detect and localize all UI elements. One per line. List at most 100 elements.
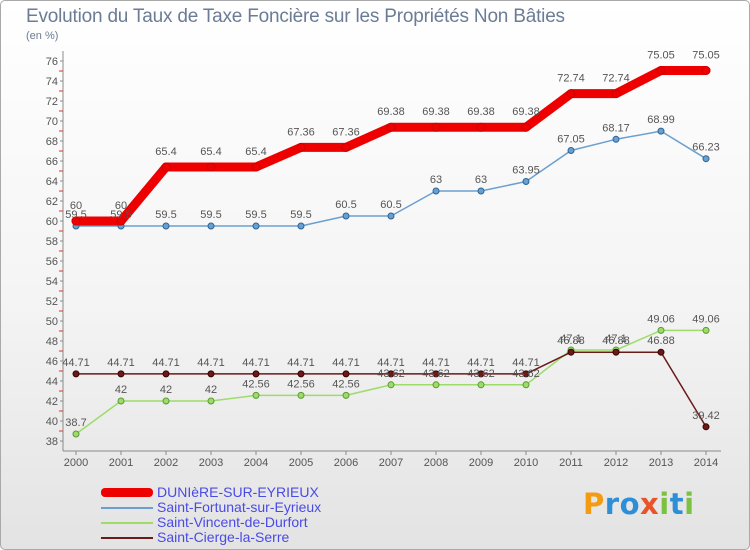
y-tick-label: 48 <box>46 336 58 348</box>
data-label: 42.56 <box>242 378 270 390</box>
data-point <box>612 135 620 143</box>
y-tick-label: 50 <box>46 316 58 328</box>
data-point <box>117 370 125 378</box>
data-label: 49.06 <box>647 313 675 325</box>
legend: DUNIèRE-SUR-EYRIEUX Saint-Fortunat-sur-E… <box>101 484 401 545</box>
data-point <box>702 155 710 163</box>
data-label: 47.1 <box>605 333 626 345</box>
data-label: 60.5 <box>380 199 401 211</box>
data-label: 60 <box>70 200 82 212</box>
y-tick-label: 68 <box>46 136 58 148</box>
chart-title: Evolution du Taux de Taxe Foncière sur l… <box>26 6 565 27</box>
data-label: 72.74 <box>602 73 630 85</box>
data-label: 59.5 <box>290 209 311 221</box>
y-tick-label: 46 <box>46 356 58 368</box>
y-tick-label: 72 <box>46 96 58 108</box>
data-label: 43.62 <box>422 368 450 380</box>
x-tick-label: 2005 <box>289 457 313 469</box>
logo-letter: t <box>669 487 685 521</box>
y-tick-label: 52 <box>46 296 58 308</box>
data-label: 39.42 <box>692 410 720 422</box>
data-point <box>477 370 485 378</box>
data-labels-saint-cierge: 44.71 44.71 44.71 44.71 44.71 44.71 44.71 44.71… <box>62 335 720 422</box>
data-label: 42 <box>115 384 127 396</box>
data-point <box>521 122 531 132</box>
logo-letter: x <box>640 487 660 521</box>
data-point <box>207 370 215 378</box>
data-point <box>252 391 260 399</box>
legend-item-saint-vincent: Saint-Vincent-de-Durfort <box>101 514 401 530</box>
data-point <box>162 397 170 405</box>
y-tick-label: 58 <box>46 236 58 248</box>
y-tick-label: 38 <box>46 436 58 448</box>
data-label: 46.88 <box>602 335 630 347</box>
data-label: 44.71 <box>422 357 450 369</box>
data-label: 38.7 <box>65 417 86 429</box>
data-point <box>162 222 170 230</box>
x-tick-label: 2006 <box>334 457 358 469</box>
data-point <box>476 122 486 132</box>
data-labels-duniere: 60 60 65.4 65.4 65.4 67.36 67.36 69.38 69.38 69.3… <box>70 50 720 213</box>
y-tick-label: 74 <box>46 76 58 88</box>
y-tick-label: 64 <box>46 176 58 188</box>
y-tick-label: 70 <box>46 116 58 128</box>
y-tick-label: 60 <box>46 216 58 228</box>
data-label: 65.4 <box>245 146 266 158</box>
legend-swatch <box>101 507 153 509</box>
data-point <box>161 162 171 172</box>
data-label: 68.99 <box>647 114 675 126</box>
data-label: 59.5 <box>200 209 221 221</box>
data-point <box>297 391 305 399</box>
data-point <box>477 381 485 389</box>
legend-swatch <box>101 537 153 539</box>
legend-swatch <box>101 488 153 497</box>
data-point <box>567 147 575 154</box>
data-point <box>341 142 351 152</box>
data-label: 59.5 <box>245 209 266 221</box>
data-point <box>657 348 665 356</box>
y-tick-label: 44 <box>46 376 58 388</box>
data-label: 59.5 <box>155 209 176 221</box>
data-point <box>206 162 216 172</box>
data-label: 60 <box>115 200 127 212</box>
data-label: 44.71 <box>377 357 405 369</box>
data-label: 43.62 <box>512 368 540 380</box>
data-point <box>342 391 350 399</box>
data-label: 66.23 <box>692 142 720 154</box>
data-label: 42.56 <box>287 378 315 390</box>
data-label: 44.71 <box>242 357 270 369</box>
x-tick-label: 2008 <box>424 457 448 469</box>
legend-label: Saint-Cierge-la-Serre <box>157 529 290 545</box>
data-point <box>207 222 215 230</box>
logo-letter: r <box>604 487 620 521</box>
data-point <box>657 127 665 135</box>
y-tick-label: 40 <box>46 416 58 428</box>
data-point <box>567 348 575 356</box>
data-label: 59.5 <box>65 209 86 221</box>
legend-item-duniere: DUNIèRE-SUR-EYRIEUX <box>101 484 401 500</box>
legend-label: DUNIèRE-SUR-EYRIEUX <box>157 484 319 500</box>
legend-item-saint-fortunat: Saint-Fortunat-sur-Eyrieux <box>101 499 401 515</box>
data-label: 67.36 <box>332 126 360 138</box>
x-tick-label: 2014 <box>694 457 718 469</box>
series-saint-cierge <box>72 348 710 431</box>
x-tick-label: 2013 <box>649 457 673 469</box>
series-duniere <box>71 66 711 226</box>
y-tick-label: 62 <box>46 196 58 208</box>
logo-letter: i <box>659 487 670 521</box>
data-label: 65.4 <box>155 146 176 158</box>
y-tick-label: 42 <box>46 396 58 408</box>
data-label: 65.4 <box>200 146 221 158</box>
logo-letter: P <box>583 487 605 521</box>
proxiti-logo[interactable]: Proxiti <box>583 487 695 521</box>
data-point <box>252 222 260 230</box>
data-point <box>117 397 125 405</box>
data-label: 44.71 <box>152 357 180 369</box>
data-label: 44.71 <box>287 357 315 369</box>
data-point <box>477 187 485 195</box>
data-label: 46.88 <box>647 335 675 347</box>
data-point <box>612 348 620 356</box>
data-point <box>387 381 395 389</box>
legend-label: Saint-Fortunat-sur-Eyrieux <box>157 499 322 515</box>
